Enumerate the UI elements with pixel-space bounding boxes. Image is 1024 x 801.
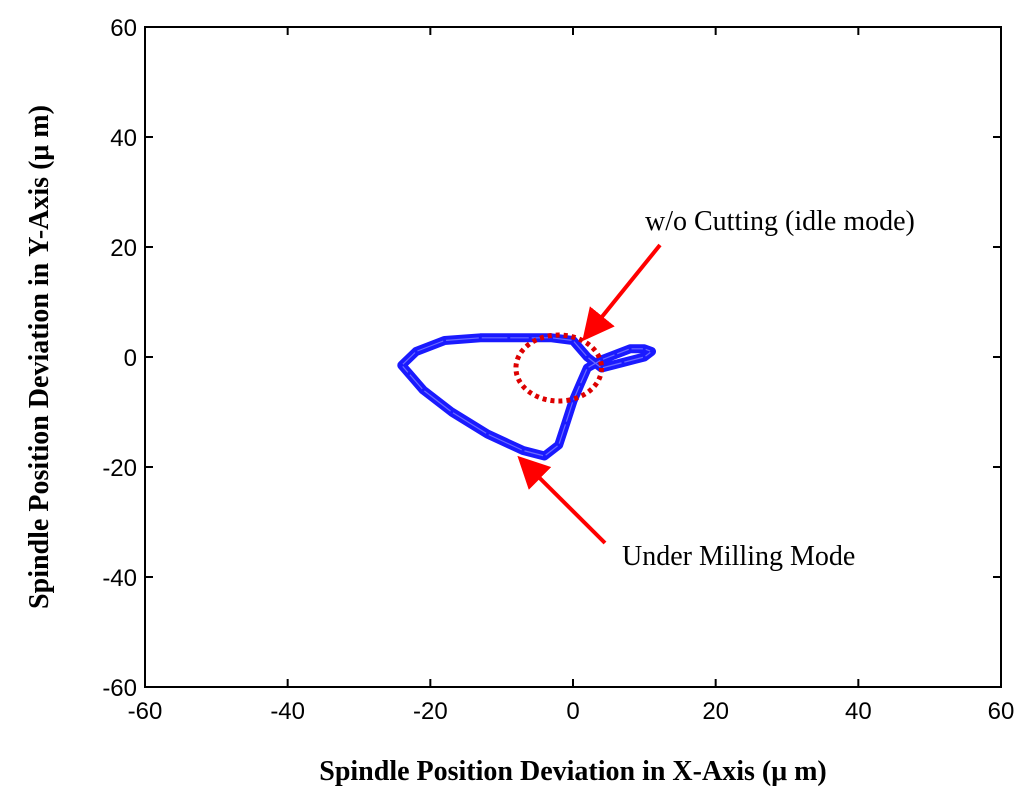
orbit-point (485, 432, 489, 436)
orbit-point (528, 336, 532, 340)
y-tick-label: 20 (110, 235, 137, 262)
orbit-point (443, 339, 447, 342)
orbit-point (642, 355, 646, 359)
orbit-point (585, 355, 589, 359)
orbit-point (400, 363, 404, 367)
x-tick-label: 20 (702, 698, 729, 725)
series-group (397, 333, 656, 461)
idle-mode-arrow (582, 243, 662, 342)
orbit-point (628, 347, 632, 351)
orbit-point (414, 350, 418, 353)
orbit-point (585, 366, 589, 370)
orbit-point (421, 388, 425, 392)
x-axis-label: Spindle Position Deviation in X-Axis (μ … (319, 756, 826, 787)
x-tick-label: 0 (566, 698, 579, 725)
x-tick-label: 40 (845, 698, 872, 725)
orbit-point (571, 339, 575, 342)
orbit-point (478, 336, 482, 340)
orbit-point (450, 410, 454, 414)
orbit-point (600, 358, 604, 362)
idle-mode-annotation: w/o Cutting (idle mode) (645, 206, 915, 237)
orbit-point (564, 421, 568, 425)
milling-mode-annotation: Under Milling Mode (622, 541, 855, 572)
y-tick-label: 60 (110, 15, 137, 42)
orbit-point (621, 361, 625, 364)
idle-mode-highlight-circle (513, 332, 605, 404)
plot-frame (144, 26, 1002, 688)
orbit-point (557, 443, 561, 447)
x-tick-label: -40 (270, 698, 305, 725)
orbit-point (407, 372, 411, 375)
x-tick-label: -60 (128, 698, 163, 725)
y-tick-label: -60 (102, 675, 137, 702)
y-tick-label: -20 (102, 455, 137, 482)
orbit-point (578, 383, 582, 386)
x-tick-label: 60 (988, 698, 1015, 725)
orbit-point (649, 350, 653, 353)
orbit-point (521, 449, 525, 452)
orbit-point (571, 399, 575, 403)
x-axis-ticks: -60 -40 -20 0 20 40 60 (128, 27, 1015, 725)
y-tick-label: 0 (124, 345, 137, 372)
orbit-point (542, 454, 546, 458)
orbit-point (614, 352, 618, 356)
milling-mode-arrow (517, 455, 607, 545)
y-tick-label: -40 (102, 565, 137, 592)
y-tick-label: 40 (110, 125, 137, 152)
orbit-point (507, 336, 511, 340)
x-tick-label: -20 (413, 698, 448, 725)
y-axis-ticks: 60 40 20 0 -20 -40 -60 (102, 15, 1001, 702)
orbit-point (642, 347, 646, 351)
y-axis-label: Spindle Position Deviation in Y-Axis (μ … (24, 105, 55, 609)
